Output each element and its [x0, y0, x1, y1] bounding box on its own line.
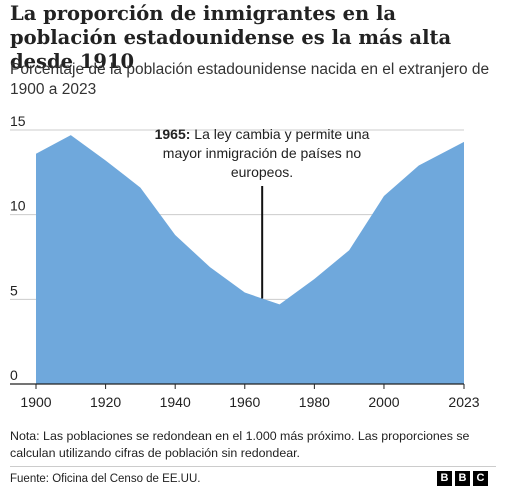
- chart-title: La proporción de inmigrantes en la pobla…: [10, 2, 452, 73]
- annotation-text: 1965: La ley cambia y permite una mayor i…: [155, 126, 370, 180]
- y-axis-ticks: 0 5 10 15: [10, 113, 26, 383]
- chart-note: Nota: Las poblaciones se redondean en el…: [10, 429, 470, 460]
- y-tick-label: 0: [10, 367, 18, 383]
- footer-divider: [10, 466, 496, 467]
- annotation-year: 1965:: [155, 126, 195, 142]
- x-tick-label: 1920: [90, 394, 121, 410]
- annotation-line-text: europeos.: [231, 164, 293, 180]
- x-tick-label: 2000: [368, 394, 399, 410]
- x-tick-label: 1960: [229, 394, 260, 410]
- logo-letter: B: [455, 471, 470, 486]
- y-tick-label: 10: [10, 198, 26, 214]
- area-series: [36, 135, 464, 384]
- y-tick-label: 5: [10, 282, 18, 298]
- x-tick-label: 1940: [160, 394, 191, 410]
- y-tick-label: 15: [10, 113, 26, 129]
- x-axis-ticks: 1900 1920 1940 1960 1980 2000 2023: [20, 384, 480, 410]
- x-tick-label: 2023: [448, 394, 479, 410]
- chart-subtitle: Porcentaje de la población estadounidens…: [10, 61, 490, 98]
- x-tick-label: 1980: [299, 394, 330, 410]
- annotation-line-text: mayor inmigración de países no: [163, 145, 362, 161]
- x-tick-label: 1900: [20, 394, 51, 410]
- bbc-logo: B B C: [437, 471, 488, 486]
- logo-letter: C: [473, 471, 488, 486]
- area-chart: 0 5 10 15 1900 1920 1940 1960 1980 2000 2023 1965…: [10, 113, 480, 410]
- logo-letter: B: [437, 471, 452, 486]
- annotation-line-text: 1965: La ley cambia y permite una: [155, 126, 370, 142]
- source-text: Fuente: Oficina del Censo de EE.UU.: [10, 473, 201, 485]
